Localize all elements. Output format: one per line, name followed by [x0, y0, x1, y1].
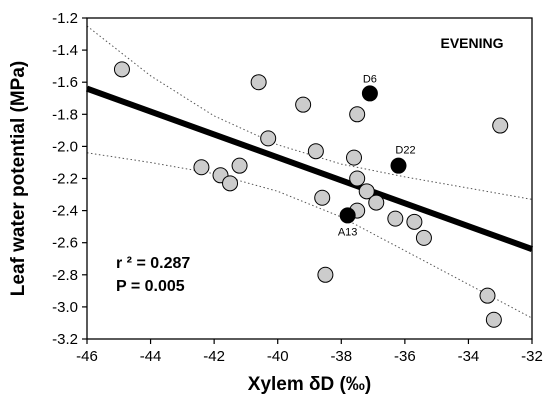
data-point [295, 96, 312, 113]
confidence-band-upper [86, 25, 533, 200]
y-axis-ticks: -1.2 -1.4 -1.6 -1.8 -2.0 -2.2 -2.4 -2.6 -2.8 -3.0… [52, 10, 87, 348]
confidence-band-lower [86, 152, 533, 319]
x-tick-label: -34 [458, 348, 480, 365]
point-label: A13 [338, 226, 358, 238]
y-tick-label: -3.0 [52, 299, 78, 316]
x-tick-label: -38 [330, 348, 352, 365]
data-point [479, 287, 496, 304]
y-tick-label: -3.2 [52, 331, 78, 348]
x-tick-label: -42 [203, 348, 225, 365]
x-axis-ticks: -46 -44 -42 -40 -38 -36 -34 -32 [76, 339, 543, 365]
y-tick-label: -1.6 [52, 74, 78, 91]
y-tick-label: -1.4 [52, 42, 78, 59]
data-point [406, 213, 423, 230]
y-tick-label: -2.4 [52, 203, 78, 220]
data-point [260, 130, 277, 147]
data-point [349, 170, 366, 187]
x-tick-label: -32 [521, 348, 543, 365]
data-point [349, 106, 366, 123]
y-tick-label: -1.8 [52, 106, 78, 123]
data-point [485, 311, 502, 328]
regression-line-group [85, 85, 534, 252]
data-point [113, 61, 130, 78]
data-point [387, 210, 404, 227]
data-point [250, 74, 267, 91]
x-tick-label: -40 [267, 348, 289, 365]
data-point [317, 266, 334, 283]
data-point [368, 194, 385, 211]
x-tick-label: -46 [76, 348, 98, 365]
x-tick-label: -36 [394, 348, 416, 365]
data-point [415, 229, 432, 246]
data-point [346, 149, 362, 166]
p-value-text: P = 0.005 [116, 278, 185, 295]
data-point [314, 189, 331, 206]
panel-label: EVENING [440, 35, 503, 51]
y-tick-label: -2.2 [52, 171, 78, 188]
y-tick-label: -2.8 [52, 267, 78, 284]
data-point [307, 143, 324, 160]
highlighted-data-point [339, 207, 356, 224]
y-tick-label: -2.0 [52, 138, 78, 155]
y-tick-label: -2.6 [52, 235, 78, 252]
data-point [222, 175, 239, 192]
data-point [492, 117, 509, 134]
data-point [358, 183, 375, 200]
confidence-bands [86, 25, 533, 319]
data-point [231, 157, 248, 174]
point-labels: D6 D22 A13 [338, 73, 416, 238]
point-label: D6 [363, 73, 377, 85]
y-tick-label: -1.2 [52, 10, 78, 27]
r-squared-text: r ² = 0.287 [116, 255, 190, 272]
x-tick-label: -44 [140, 348, 162, 365]
point-label: D22 [395, 145, 415, 157]
regression-line [85, 85, 534, 252]
highlighted-data-point [390, 157, 407, 174]
highlighted-data-point [361, 85, 378, 102]
data-point [193, 159, 210, 176]
x-axis-title: Xylem δD (‰) [248, 374, 371, 395]
y-axis-title: Leaf water potential (MPa) [8, 61, 29, 296]
data-points [113, 61, 509, 328]
